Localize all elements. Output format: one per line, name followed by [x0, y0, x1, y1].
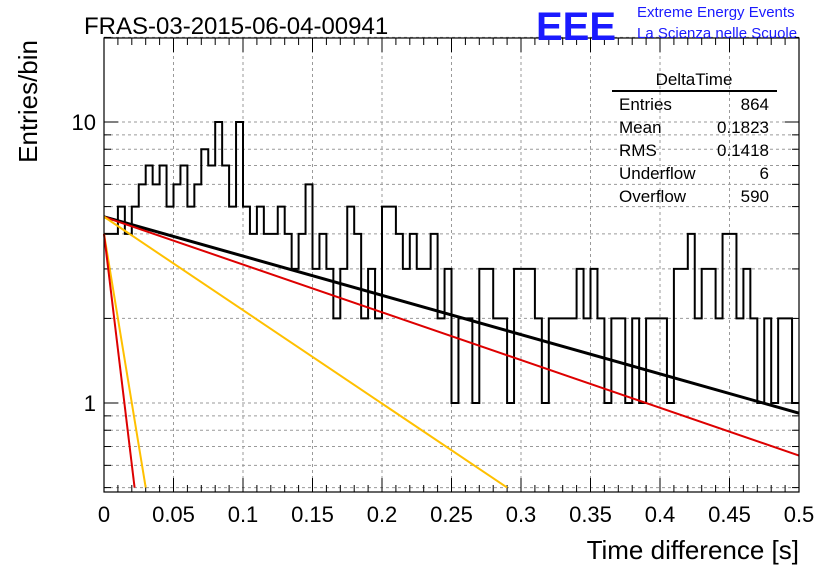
stats-box: DeltaTime Entries 864 Mean 0.1823 RMS 0.1418 U… [612, 70, 777, 206]
chart-title: FRAS-03-2015-06-04-00941 [84, 13, 388, 40]
x-tick-label: 0.3 [506, 502, 537, 527]
x-axis-label: Time difference [s] [587, 535, 799, 565]
logo-line-2: La Scienza nelle Scuole [637, 25, 797, 42]
axis-ticks: 0 0.05 0.1 0.15 0.2 0.25 0.3 0.35 0.4 0.45 0.5 1 10 [72, 36, 815, 527]
histogram-series [104, 121, 799, 404]
y-tick-label: 10 [72, 110, 96, 135]
fit-line [103, 215, 508, 489]
eee-logo: EEE [536, 5, 616, 49]
x-tick-label: 0.05 [152, 502, 195, 527]
plot-frame [103, 37, 800, 493]
histogram-step-line [104, 121, 799, 404]
x-tick-label: 0.15 [291, 502, 334, 527]
logo-line-1: Extreme Energy Events [637, 4, 795, 21]
fit-line [103, 233, 136, 488]
y-axis-label: Entries/bin [13, 40, 43, 163]
grid [104, 36, 799, 492]
stats-row-value: 6 [760, 164, 769, 183]
x-tick-label: 0.45 [708, 502, 751, 527]
stats-row-value: 864 [741, 95, 769, 114]
y-tick-label: 1 [84, 391, 96, 416]
stats-row-label: Underflow [619, 164, 696, 183]
stats-row-label: Mean [619, 118, 662, 137]
stats-row-label: Overflow [619, 187, 687, 206]
fit-line [103, 233, 147, 488]
fit-line [103, 215, 800, 415]
x-tick-label: 0.5 [784, 502, 815, 527]
x-tick-label: 0.35 [569, 502, 612, 527]
stats-row-value: 0.1823 [717, 118, 769, 137]
fit-lines [103, 215, 800, 489]
stats-row-value: 0.1418 [717, 141, 769, 160]
stats-title: DeltaTime [656, 70, 733, 89]
x-tick-label: 0.1 [228, 502, 259, 527]
x-tick-label: 0.4 [645, 502, 676, 527]
stats-row-label: Entries [619, 95, 672, 114]
x-tick-label: 0 [98, 502, 110, 527]
stats-row-label: RMS [619, 141, 657, 160]
fit-line [103, 215, 800, 457]
stats-row-value: 590 [741, 187, 769, 206]
x-tick-label: 0.25 [430, 502, 473, 527]
x-tick-label: 0.2 [367, 502, 398, 527]
